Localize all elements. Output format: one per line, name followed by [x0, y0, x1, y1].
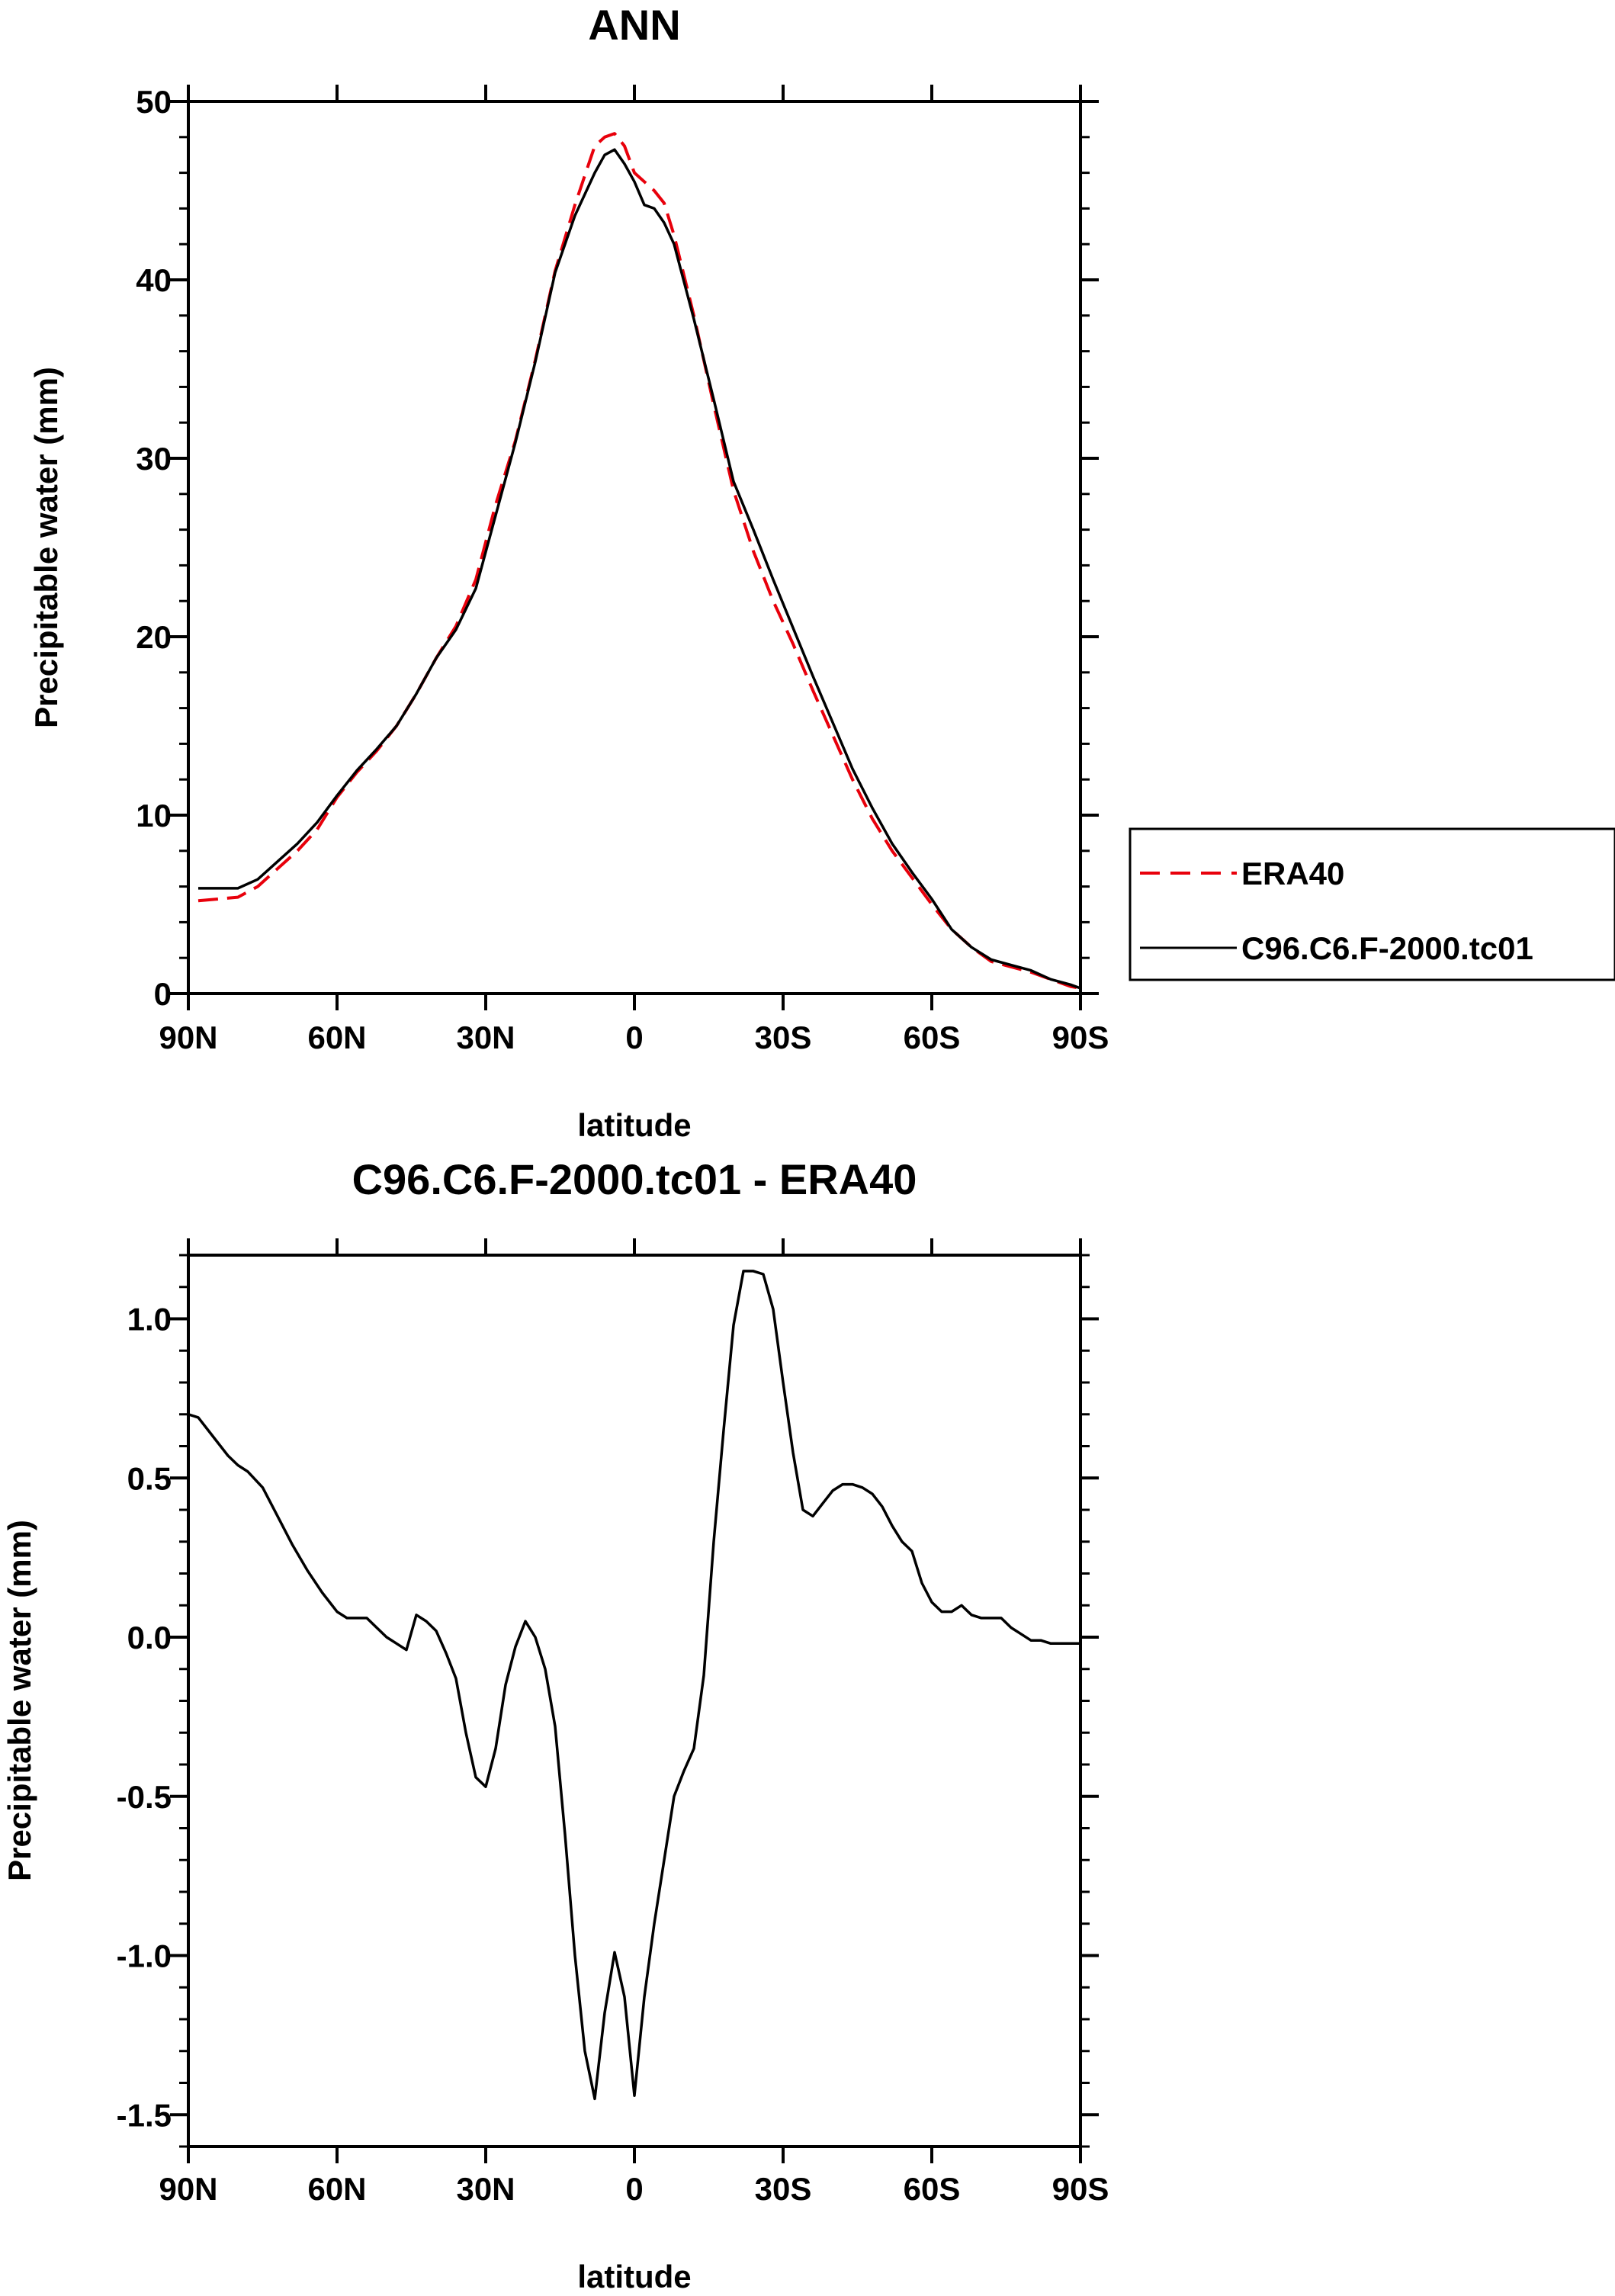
panel-top-ann: ANN 0 10 20 30 40 50 90N 60N 30N 0 30S 60S 90S latit…	[28, 1, 1615, 1143]
y-axis-label: Precipitable water (mm)	[28, 367, 64, 728]
panel-bottom-difference: C96.C6.F-2000.tc01 - ERA40 -1.5 -1.0 -0.5 0…	[2, 1155, 1109, 2294]
series-lines	[197, 132, 1081, 990]
y-tick-label: 30	[136, 441, 172, 477]
chart-title: ANN	[588, 1, 680, 49]
x-tick-label: 60N	[307, 1020, 366, 1055]
axes: -1.5 -1.0 -0.5 0.0 0.5 1.0 90N 60N 30N 0 30S 60S 90S	[117, 1238, 1109, 2207]
y-tick-label: 0.5	[127, 1460, 172, 1496]
x-tick-label: 90N	[159, 1020, 217, 1055]
x-tick-label: 30N	[456, 1020, 515, 1055]
legend-box	[1129, 827, 1615, 981]
chart-title: C96.C6.F-2000.tc01 - ERA40	[352, 1155, 917, 1203]
x-tick-label: 30S	[755, 1020, 812, 1055]
x-tick-label: 60S	[904, 1020, 961, 1055]
x-tick-label: 90S	[1052, 1020, 1109, 1055]
legend-entry-era40: ERA40	[1241, 856, 1344, 891]
x-tick-label: 0	[625, 2171, 643, 2207]
series-lines	[188, 1270, 1080, 2101]
series-line-c96-c6-f-2000-tc01	[198, 148, 1081, 990]
y-tick-label: 50	[136, 84, 172, 120]
y-tick-label: -0.5	[117, 1779, 172, 1815]
legend-entry-model: C96.C6.F-2000.tc01	[1241, 930, 1533, 966]
x-tick-label: 90S	[1052, 2171, 1109, 2207]
series-line-c96-c6-f-2000-tc01-era40	[188, 1270, 1080, 2101]
x-tick-label: 30N	[456, 2171, 515, 2207]
x-tick-label: 60N	[307, 2171, 366, 2207]
y-axis-label: Precipitable water (mm)	[2, 1520, 37, 1881]
x-tick-label: 90N	[159, 2171, 217, 2207]
y-tick-label: 0	[154, 976, 172, 1012]
y-tick-label: 20	[136, 619, 172, 655]
y-tick-label: 0.0	[127, 1620, 172, 1655]
x-tick-label: 0	[625, 1020, 643, 1055]
y-tick-label: -1.5	[117, 2097, 172, 2133]
x-tick-label: 60S	[904, 2171, 961, 2207]
plot-frame	[187, 1254, 1082, 2148]
x-tick-label: 30S	[755, 2171, 812, 2207]
legend: ERA40 C96.C6.F-2000.tc01	[1129, 827, 1615, 981]
y-tick-label: 40	[136, 262, 172, 298]
x-axis-label: latitude	[577, 2259, 691, 2294]
y-tick-label: 1.0	[127, 1302, 172, 1337]
plot-frame	[187, 100, 1082, 995]
y-tick-label: 10	[136, 798, 172, 833]
series-line-era40	[197, 132, 1081, 990]
x-axis-label: latitude	[577, 1107, 691, 1143]
axes: 0 10 20 30 40 50 90N 60N 30N 0 30S 60S 90S	[136, 84, 1109, 1055]
y-tick-label: -1.0	[117, 1938, 172, 1974]
